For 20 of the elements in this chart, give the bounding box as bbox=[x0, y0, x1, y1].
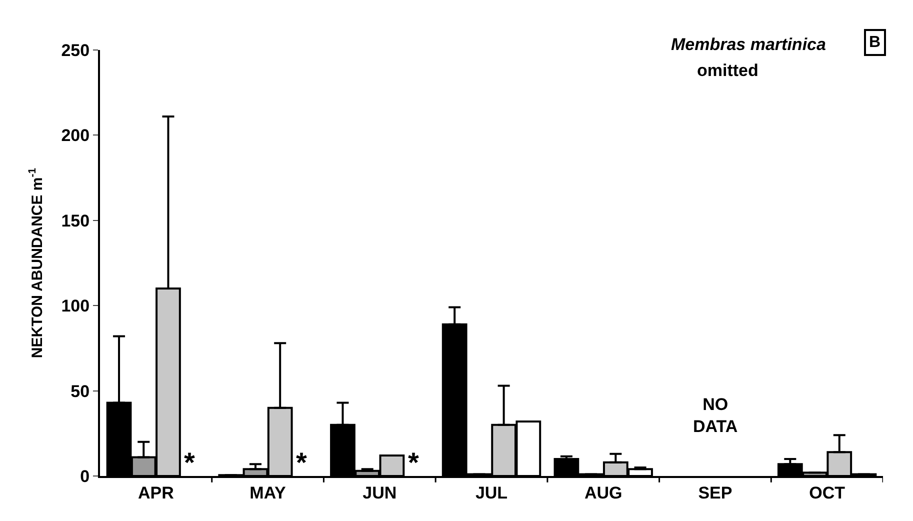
annotation: Membras martinica bbox=[671, 35, 826, 54]
annotation: NO DATA bbox=[693, 395, 738, 436]
x-tick-label: OCT bbox=[809, 483, 846, 502]
annotation: B bbox=[869, 34, 881, 51]
x-tick-label: JUN bbox=[362, 483, 397, 502]
y-tick-label: 100 bbox=[61, 296, 90, 316]
annotation: omitted bbox=[697, 61, 758, 80]
y-tick-label: 0 bbox=[80, 466, 90, 486]
annotation: * bbox=[184, 447, 195, 478]
x-tick-label: AUG bbox=[584, 483, 622, 502]
y-tick-label: 250 bbox=[61, 40, 90, 60]
y-tick-label: 150 bbox=[61, 211, 90, 230]
x-tick-label: APR bbox=[138, 483, 174, 502]
annotation: * bbox=[296, 447, 307, 478]
x-tick-label: SEP bbox=[698, 483, 732, 502]
y-tick-label: 50 bbox=[70, 382, 90, 401]
x-tick-label: JUL bbox=[475, 483, 508, 502]
annotation: * bbox=[408, 447, 419, 478]
y-tick-label: 200 bbox=[61, 126, 90, 146]
x-tick-label: MAY bbox=[250, 483, 287, 502]
